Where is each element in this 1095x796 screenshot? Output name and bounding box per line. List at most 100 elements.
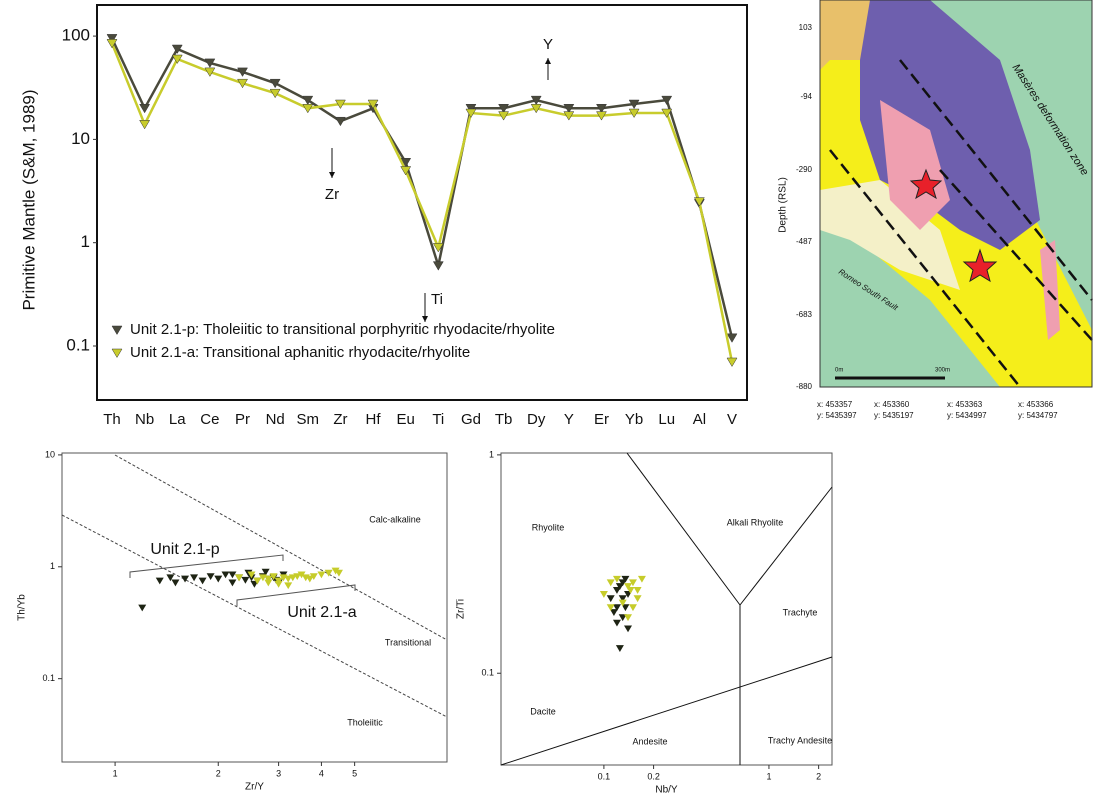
marker bbox=[334, 99, 346, 110]
y-tick-label: 0.1 bbox=[66, 335, 90, 354]
marker bbox=[204, 58, 216, 68]
marker bbox=[237, 67, 248, 77]
boundary-line bbox=[626, 452, 741, 606]
marker bbox=[498, 111, 510, 121]
annotation: Trachyte bbox=[783, 607, 818, 617]
boundary-line bbox=[500, 656, 833, 766]
marker bbox=[606, 595, 615, 603]
x-tick-label: Nd bbox=[266, 411, 285, 428]
depth-label: Depth (RSL) bbox=[778, 177, 789, 233]
x-tick-label: Yb bbox=[625, 411, 643, 428]
marker bbox=[628, 604, 637, 612]
bracket bbox=[236, 584, 356, 606]
marker bbox=[618, 595, 627, 603]
marker bbox=[661, 95, 673, 106]
marker bbox=[241, 576, 250, 584]
annotation: Calc-alkaline bbox=[369, 514, 421, 524]
marker bbox=[498, 104, 510, 114]
marker bbox=[596, 111, 607, 121]
marker bbox=[530, 104, 542, 114]
x-axis-label: Zr/Y bbox=[245, 782, 264, 793]
marker bbox=[297, 571, 306, 579]
marker bbox=[367, 99, 379, 110]
x-tick-label: Tb bbox=[495, 411, 513, 428]
map-frame bbox=[819, 0, 1093, 388]
marker bbox=[618, 599, 627, 607]
marker bbox=[302, 95, 314, 106]
bracket bbox=[129, 554, 284, 578]
marker bbox=[237, 78, 248, 89]
y-axis-label: Th/Yb bbox=[17, 594, 28, 621]
marker bbox=[221, 571, 230, 579]
scale-label: 300m bbox=[935, 368, 950, 374]
marker bbox=[274, 577, 283, 585]
depth-tick-label: -683 bbox=[796, 310, 813, 319]
marker bbox=[166, 574, 175, 582]
map-star bbox=[962, 248, 998, 283]
annotation: Zr bbox=[325, 186, 339, 203]
x-tick-label: 3 bbox=[276, 768, 281, 778]
depth-tick-label: -290 bbox=[796, 165, 813, 174]
fault-line bbox=[899, 59, 1093, 301]
depth-tick-label: -880 bbox=[796, 382, 813, 391]
marker bbox=[400, 166, 412, 176]
y-axis-label: Primitive Mantle (S&M, 1989) bbox=[19, 89, 38, 310]
marker bbox=[465, 104, 477, 114]
annotation: Transitional bbox=[385, 637, 431, 647]
x-tick-label: 2 bbox=[216, 768, 221, 778]
marker bbox=[138, 604, 147, 612]
x-tick-label: 1 bbox=[766, 771, 771, 781]
marker bbox=[612, 604, 621, 612]
annotation: Andesite bbox=[632, 736, 667, 746]
y-tick-label: 100 bbox=[62, 26, 90, 45]
x-tick-label: Er bbox=[594, 411, 609, 428]
y-tick-label: 0.1 bbox=[481, 668, 494, 678]
marker bbox=[726, 357, 738, 367]
x-tick-label: 0.2 bbox=[647, 771, 660, 781]
marker bbox=[261, 568, 270, 576]
x-tick-label: 5 bbox=[352, 768, 357, 778]
marker bbox=[293, 573, 302, 581]
x-tick-label: Nb bbox=[135, 411, 154, 428]
coordinate-label: x: 453363 bbox=[947, 400, 983, 409]
marker bbox=[106, 34, 118, 44]
plot-frame bbox=[61, 452, 448, 763]
annotation: Ti bbox=[431, 291, 443, 308]
x-tick-label: Zr bbox=[333, 411, 347, 428]
arrow-head bbox=[545, 58, 551, 64]
marker bbox=[624, 583, 633, 590]
annotation: Trachy Andesite bbox=[768, 735, 832, 745]
marker bbox=[106, 39, 118, 49]
x-tick-label: Lu bbox=[658, 411, 675, 428]
marker bbox=[214, 575, 223, 583]
marker bbox=[334, 116, 346, 127]
x-tick-label: 2 bbox=[816, 771, 821, 781]
annotation: Rhyolite bbox=[532, 522, 565, 532]
x-tick-label: Th bbox=[103, 411, 121, 428]
coordinate-label: y: 5435197 bbox=[874, 411, 914, 420]
marker bbox=[693, 197, 705, 207]
x-tick-label: V bbox=[727, 411, 737, 428]
marker bbox=[609, 609, 618, 616]
boundary-line bbox=[114, 454, 448, 641]
map-unit-pink bbox=[1040, 240, 1060, 340]
marker bbox=[661, 108, 673, 119]
legend-marker bbox=[111, 325, 123, 335]
x-tick-label: Dy bbox=[527, 411, 546, 428]
marker bbox=[432, 243, 444, 253]
series-label: Unit 2.1-a bbox=[287, 604, 356, 621]
x-tick-label: 4 bbox=[319, 768, 324, 778]
marker bbox=[563, 104, 575, 114]
marker bbox=[190, 574, 199, 582]
marker bbox=[264, 579, 273, 587]
marker bbox=[465, 108, 477, 119]
map-unit-cream bbox=[820, 180, 960, 290]
marker bbox=[317, 571, 326, 579]
marker bbox=[637, 575, 646, 583]
y-tick-label: 1 bbox=[50, 561, 55, 571]
series-line bbox=[110, 37, 734, 339]
marker bbox=[171, 579, 180, 587]
y-axis-label: Zr/Ti bbox=[456, 599, 467, 619]
marker bbox=[305, 575, 314, 583]
x-tick-label: Sm bbox=[297, 411, 320, 428]
